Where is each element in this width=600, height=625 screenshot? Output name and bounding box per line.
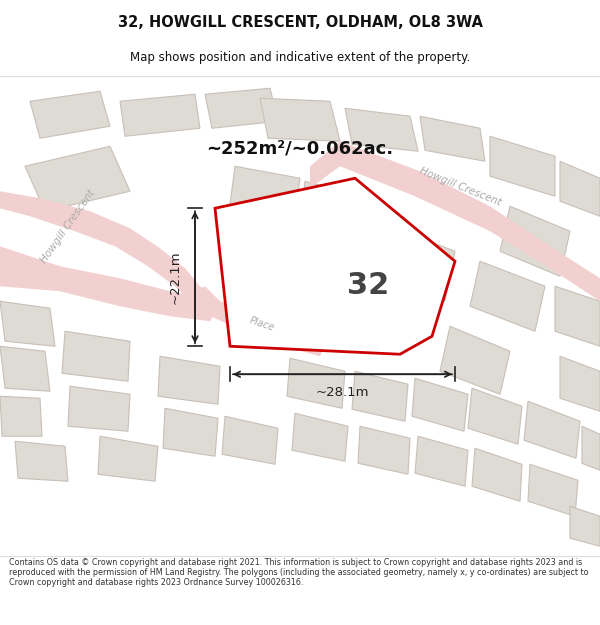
Text: Contains OS data © Crown copyright and database right 2021. This information is : Contains OS data © Crown copyright and d… <box>9 558 589 588</box>
Polygon shape <box>490 136 555 196</box>
Polygon shape <box>345 108 418 151</box>
Polygon shape <box>120 94 200 136</box>
Polygon shape <box>62 331 130 381</box>
Text: ~22.1m: ~22.1m <box>169 251 182 304</box>
Polygon shape <box>440 326 510 394</box>
Polygon shape <box>0 301 55 346</box>
Polygon shape <box>30 91 110 138</box>
Polygon shape <box>222 416 278 464</box>
Polygon shape <box>158 356 220 404</box>
Text: Map shows position and indicative extent of the property.: Map shows position and indicative extent… <box>130 51 470 64</box>
Polygon shape <box>205 88 278 128</box>
Polygon shape <box>352 371 408 421</box>
Polygon shape <box>230 166 300 216</box>
Polygon shape <box>215 178 455 354</box>
Text: 32: 32 <box>347 271 389 300</box>
Polygon shape <box>190 286 330 356</box>
Polygon shape <box>25 146 130 211</box>
Polygon shape <box>524 401 580 458</box>
Polygon shape <box>0 396 42 436</box>
Polygon shape <box>468 388 522 444</box>
Text: Howgill Crescent: Howgill Crescent <box>418 165 502 208</box>
Polygon shape <box>0 156 220 321</box>
Text: Place: Place <box>248 316 276 333</box>
Polygon shape <box>560 356 600 411</box>
Polygon shape <box>560 161 600 216</box>
Polygon shape <box>0 346 50 391</box>
Polygon shape <box>260 98 340 141</box>
Polygon shape <box>292 413 348 461</box>
Polygon shape <box>555 286 600 346</box>
Polygon shape <box>472 448 522 501</box>
Polygon shape <box>378 226 455 301</box>
Polygon shape <box>420 116 485 161</box>
Polygon shape <box>582 426 600 470</box>
Polygon shape <box>415 436 468 486</box>
Polygon shape <box>358 426 410 474</box>
Polygon shape <box>470 261 545 331</box>
Polygon shape <box>287 358 345 408</box>
Polygon shape <box>310 141 600 301</box>
Polygon shape <box>68 386 130 431</box>
Polygon shape <box>0 246 220 321</box>
Text: ~28.1m: ~28.1m <box>316 386 369 399</box>
Text: ~252m²/~0.062ac.: ~252m²/~0.062ac. <box>206 139 394 158</box>
Text: 32, HOWGILL CRESCENT, OLDHAM, OL8 3WA: 32, HOWGILL CRESCENT, OLDHAM, OL8 3WA <box>118 16 482 31</box>
Polygon shape <box>15 441 68 481</box>
Polygon shape <box>412 378 468 431</box>
Polygon shape <box>300 181 368 241</box>
Polygon shape <box>528 464 578 516</box>
Polygon shape <box>570 506 600 546</box>
Polygon shape <box>98 436 158 481</box>
Polygon shape <box>163 408 218 456</box>
Text: Howgill Crescent: Howgill Crescent <box>39 188 97 265</box>
Polygon shape <box>500 206 570 276</box>
